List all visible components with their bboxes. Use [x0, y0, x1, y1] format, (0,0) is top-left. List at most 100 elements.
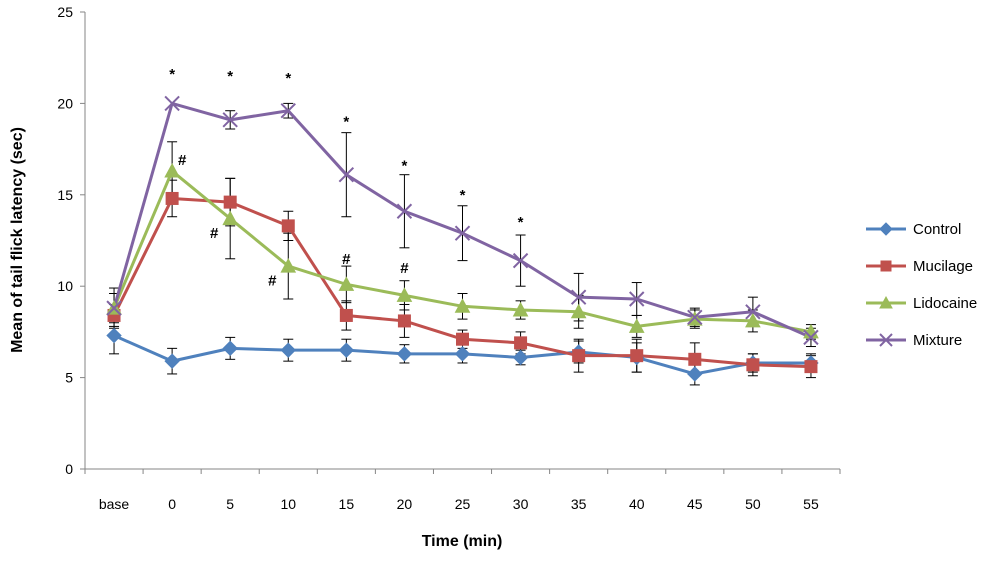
data-point-control: [512, 349, 529, 366]
x-tick-label: 5: [226, 496, 234, 512]
significance-marker: *: [402, 158, 408, 175]
x-tick-label: 35: [571, 496, 587, 512]
legend-marker: [879, 333, 893, 347]
data-point-mucilage: [804, 360, 818, 374]
legend-item-mucilage: Mucilage: [866, 258, 973, 275]
legend-item-mixture: Mixture: [866, 332, 962, 349]
data-point-mixture-stroke: [280, 103, 296, 119]
data-point-control: [396, 346, 413, 362]
significance-marker: #: [342, 251, 351, 268]
data-point-lidocaine: [280, 258, 297, 273]
legend-marker: [879, 222, 893, 236]
data-point-mixture: [512, 252, 529, 269]
data-point-mixture: [164, 95, 180, 112]
axes: [84, 12, 840, 470]
data-point-mixture-stroke: [164, 95, 180, 112]
data-point-mixture-stroke: [454, 225, 471, 241]
data-point-lidocaine: [338, 276, 355, 291]
y-tick-label: 25: [57, 4, 73, 20]
data-point-mucilage: [746, 358, 760, 372]
data-point-lidocaine: [222, 210, 239, 226]
data-point-lidocaine: [164, 162, 180, 178]
significance-marker: *: [460, 187, 466, 204]
legend-marker-stroke: [879, 333, 893, 347]
significance-marker: #: [400, 260, 409, 277]
legend: Control Mucilage Lidocaine Mixture: [866, 221, 977, 349]
legend-item-control: Control: [866, 221, 961, 238]
x-tick-label: 20: [397, 496, 413, 512]
data-point-mucilage: [165, 191, 179, 205]
data-point-mixture-stroke: [396, 203, 413, 219]
legend-marker: [879, 295, 893, 309]
x-tick-label: 30: [513, 496, 529, 512]
data-point-mixture: [629, 291, 645, 307]
data-point-mucilage: [281, 219, 295, 233]
data-point-mucilage: [630, 349, 644, 363]
significance-marker: #: [268, 273, 277, 290]
y-tick-label: 15: [57, 187, 73, 203]
x-tick-label: 15: [339, 496, 355, 512]
data-point-mucilage: [223, 195, 237, 209]
data-point-control: [687, 366, 703, 382]
y-ticks: 0 5 10 15 20 25: [57, 4, 85, 477]
data-point-mixture-stroke: [687, 309, 703, 325]
x-tick-label: 45: [687, 496, 703, 512]
data-point-mixture: [570, 289, 587, 305]
y-tick-label: 20: [57, 95, 73, 111]
legend-label: Mucilage: [913, 258, 973, 275]
data-point-mixture: [338, 166, 355, 183]
y-tick-label: 10: [57, 278, 73, 294]
data-point-mucilage: [397, 314, 411, 328]
data-point-control: [338, 342, 355, 358]
x-tick-label: 50: [745, 496, 761, 512]
data-point-control: [222, 340, 238, 357]
x-tick-label: 55: [803, 496, 819, 512]
data-point-lidocaine: [396, 287, 413, 302]
data-point-lidocaine: [628, 318, 645, 333]
data-point-mixture: [454, 225, 471, 241]
data-point-mixture: [745, 304, 761, 320]
data-point-mixture-stroke: [106, 300, 122, 316]
data-point-mixture-stroke: [745, 304, 761, 320]
data-point-mucilage: [339, 308, 353, 322]
x-tick-label: 10: [280, 496, 296, 512]
series-markers: [106, 95, 819, 382]
data-point-mixture-stroke: [570, 289, 587, 305]
x-tick-label: 25: [455, 496, 471, 512]
legend-marker: [880, 260, 892, 272]
data-point-mixture-stroke: [803, 329, 819, 346]
legend-label: Control: [913, 221, 961, 238]
legend-label: Mixture: [913, 332, 962, 349]
data-point-lidocaine: [512, 301, 529, 317]
legend-label: Lidocaine: [913, 295, 977, 312]
data-point-mixture: [222, 112, 238, 128]
data-point-mixture: [396, 203, 413, 219]
x-tick-label: 40: [629, 496, 645, 512]
data-point-lidocaine: [745, 312, 761, 328]
x-tick-label: base: [99, 496, 130, 512]
data-point-mucilage: [572, 349, 586, 363]
significance-marker: *: [227, 68, 233, 85]
x-axis-title: Time (min): [422, 533, 503, 550]
data-point-mixture-stroke: [222, 112, 238, 128]
data-point-control: [280, 342, 296, 358]
significance-marker: #: [178, 152, 187, 169]
data-point-mucilage: [456, 332, 469, 346]
data-point-control: [164, 353, 180, 369]
significance-marker: #: [210, 225, 219, 242]
legend-item-lidocaine: Lidocaine: [866, 295, 977, 312]
significance-marker: *: [285, 70, 291, 87]
significance-marker: *: [169, 66, 175, 83]
data-point-lidocaine: [454, 298, 471, 313]
data-point-mixture: [106, 300, 122, 316]
y-tick-label: 0: [65, 461, 73, 477]
x-tick-label: 0: [168, 496, 176, 512]
data-point-mixture: [803, 329, 819, 346]
data-point-mixture-stroke: [512, 252, 529, 269]
data-point-mixture-stroke: [629, 291, 645, 307]
data-point-mucilage: [688, 352, 702, 366]
data-point-lidocaine: [570, 303, 587, 319]
y-axis-title: Mean of tail flick latency (sec): [9, 127, 26, 353]
data-point-control: [454, 346, 471, 362]
